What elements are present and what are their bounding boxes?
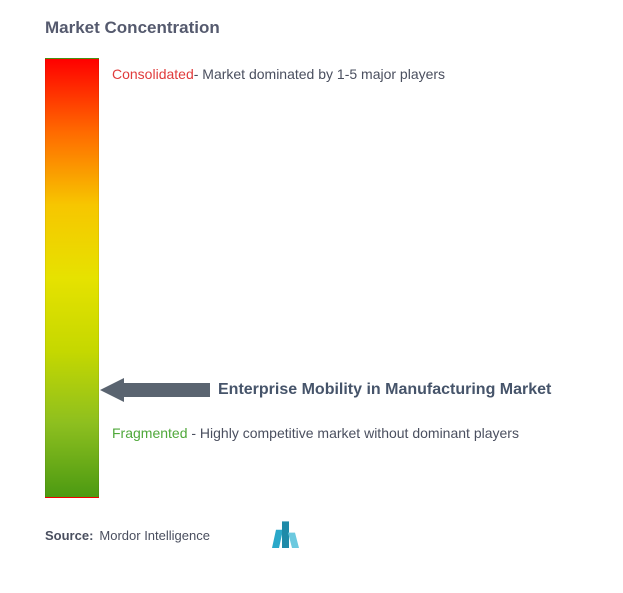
source-line: Source: Mordor Intelligence [45, 528, 210, 543]
consolidated-label: Consolidated [112, 66, 194, 82]
market-pointer: Enterprise Mobility in Manufacturing Mar… [100, 375, 551, 405]
consolidated-text: - Market dominated by 1-5 major players [194, 66, 445, 82]
concentration-gradient-bar [45, 58, 99, 498]
fragmented-text: - Highly competitive market without domi… [187, 425, 518, 441]
arrow-left-icon [100, 375, 210, 405]
fragmented-caption: Fragmented - Highly competitive market w… [112, 422, 583, 444]
fragmented-label: Fragmented [112, 425, 187, 441]
chart-title: Market Concentration [45, 18, 220, 38]
market-name-label: Enterprise Mobility in Manufacturing Mar… [218, 381, 551, 399]
consolidated-caption: Consolidated- Market dominated by 1-5 ma… [112, 66, 445, 82]
mordor-logo-icon [270, 520, 304, 548]
source-prefix: Source: [45, 528, 93, 543]
source-name: Mordor Intelligence [99, 528, 210, 543]
